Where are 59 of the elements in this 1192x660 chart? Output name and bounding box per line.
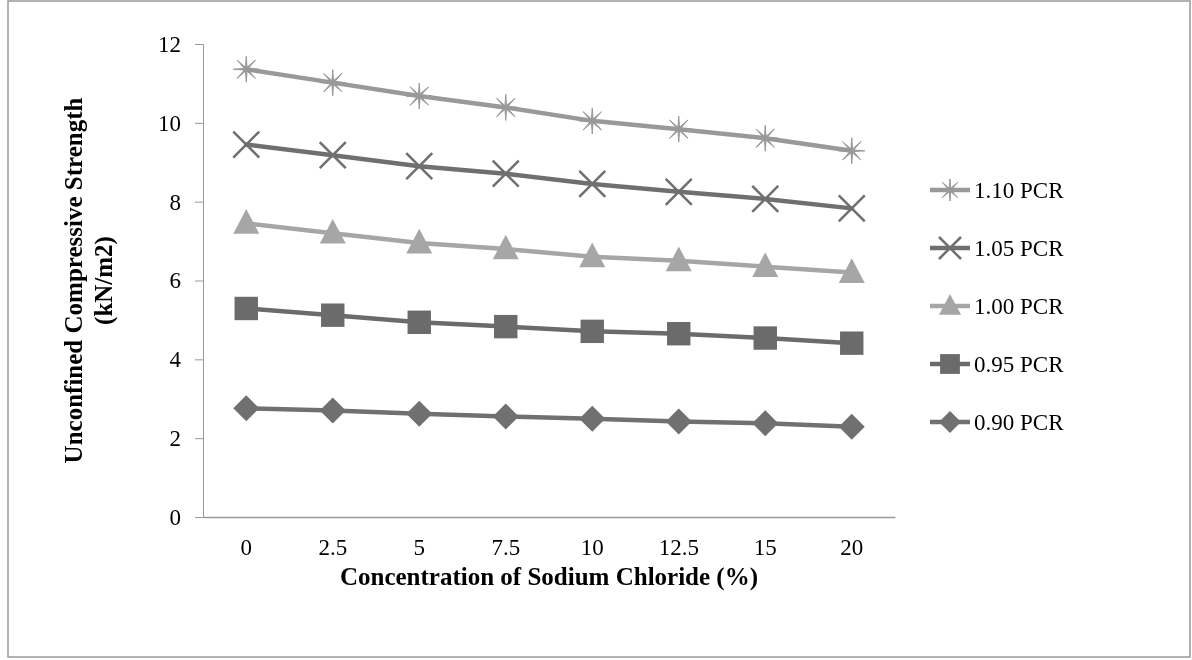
legend-label: 1.05 PCR <box>974 236 1065 261</box>
x-tick-label: 20 <box>840 535 864 561</box>
point <box>579 242 606 268</box>
point <box>492 93 520 121</box>
y-tick-label: 6 <box>169 268 181 294</box>
point <box>838 413 865 440</box>
x-tick-label: 5 <box>413 535 425 561</box>
point <box>319 69 347 97</box>
point <box>665 246 692 272</box>
point <box>492 403 519 430</box>
y-axis-title: Unconfined Compressive Strength (kN/m2) <box>60 97 118 464</box>
legend-label: 1.00 PCR <box>974 294 1065 319</box>
x-tick-label: 7.5 <box>491 535 521 561</box>
point <box>753 326 777 350</box>
point <box>837 194 866 223</box>
y-tick-label: 12 <box>158 31 181 57</box>
point <box>406 400 433 427</box>
x-tick-label: 0 <box>240 535 252 561</box>
point <box>579 405 606 432</box>
point <box>838 258 865 284</box>
legend-label: 0.90 PCR <box>974 410 1065 435</box>
point <box>233 209 260 234</box>
legend-label: 1.10 PCR <box>974 178 1065 203</box>
point <box>234 296 258 321</box>
point <box>321 303 345 327</box>
point <box>752 252 779 278</box>
point <box>407 310 431 334</box>
point <box>232 130 261 159</box>
y-tick-label: 0 <box>169 504 181 530</box>
y-tick-label: 2 <box>169 426 181 452</box>
x-tick-label: 2.5 <box>318 535 348 561</box>
legend-label: 0.95 PCR <box>974 352 1065 377</box>
point <box>751 184 780 214</box>
x-tick-label: 10 <box>580 535 604 561</box>
point <box>233 395 260 422</box>
point <box>318 140 347 170</box>
x-axis-title: Concentration of Sodium Chloride (%) <box>339 563 759 591</box>
point <box>232 55 260 83</box>
point <box>319 218 346 244</box>
point <box>406 228 433 254</box>
point <box>405 82 433 110</box>
point <box>665 408 692 435</box>
point <box>491 159 520 188</box>
point <box>578 169 607 199</box>
point <box>667 322 691 346</box>
y-tick-label: 4 <box>169 347 182 373</box>
x-tick-label: 15 <box>753 535 777 561</box>
point <box>752 410 779 437</box>
point <box>664 177 693 207</box>
y-tick-label: 8 <box>169 189 181 215</box>
point <box>840 331 864 355</box>
point <box>319 397 346 424</box>
y-tick-label: 10 <box>158 110 181 136</box>
point <box>405 151 434 181</box>
point <box>492 234 519 260</box>
point <box>580 319 604 344</box>
point <box>494 314 518 339</box>
x-tick-label: 12.5 <box>658 535 699 561</box>
point <box>838 137 866 165</box>
